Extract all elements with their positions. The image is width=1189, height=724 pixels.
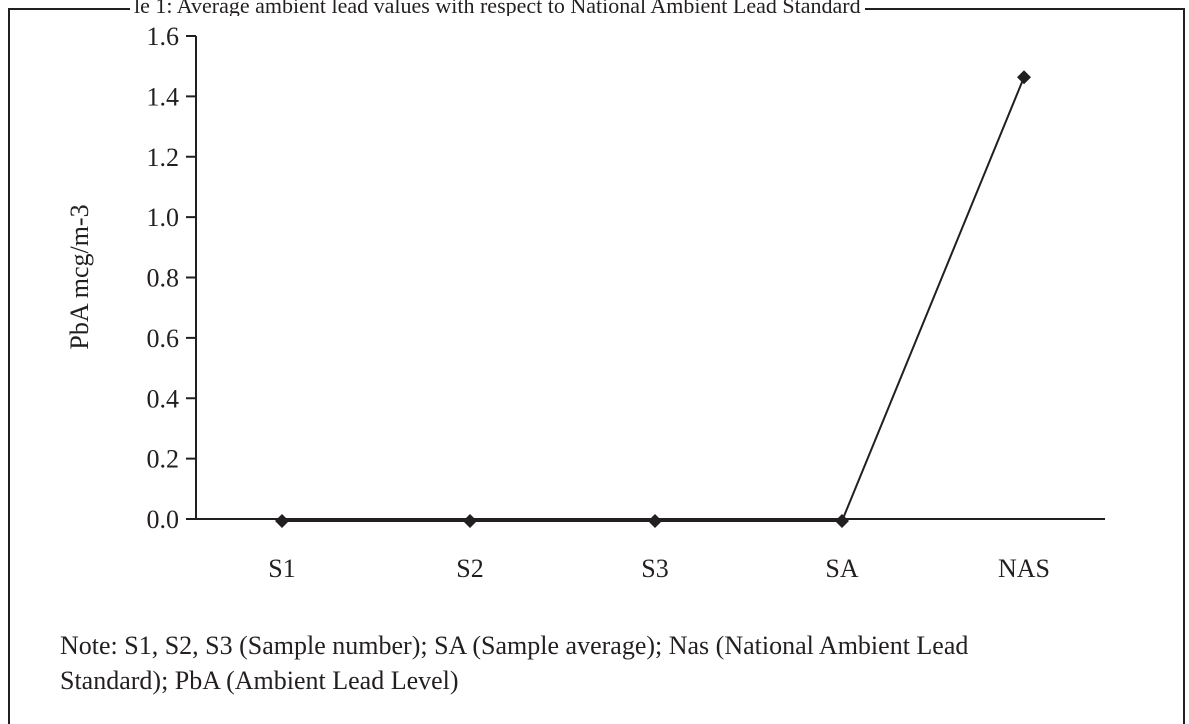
data-point-marker xyxy=(835,514,849,528)
series-path xyxy=(282,76,1025,522)
x-tick-label: S3 xyxy=(641,554,668,583)
figure-caption-fragment: le 1: Average ambient lead values with r… xyxy=(130,0,865,16)
y-tick-label: 0.8 xyxy=(147,264,180,293)
x-tick-label: S1 xyxy=(268,554,295,583)
y-tick-label: 0.2 xyxy=(147,445,180,474)
series-line xyxy=(275,70,1031,528)
y-tick-label: 1.6 xyxy=(147,22,180,51)
y-axis: 0.0 0.2 0.4 0.6 0.8 1.0 1.2 1.4 1.6 xyxy=(147,22,197,534)
y-tick-label: 1.0 xyxy=(147,203,180,232)
x-tick-label: NAS xyxy=(998,554,1050,583)
note-line-1: Note: S1, S2, S3 (Sample number); SA (Sa… xyxy=(60,631,969,660)
y-tick-label: 0.6 xyxy=(147,324,180,353)
figure-note: Note: S1, S2, S3 (Sample number); SA (Sa… xyxy=(60,628,1180,698)
y-tick-label: 1.2 xyxy=(147,143,180,172)
y-tick-label: 0.0 xyxy=(147,505,180,534)
data-point-marker xyxy=(1017,70,1031,85)
note-line-2: Standard); PbA (Ambient Lead Level) xyxy=(60,666,459,695)
data-point-marker xyxy=(463,514,477,528)
x-tick-label: S2 xyxy=(456,554,483,583)
x-tick-label: SA xyxy=(825,554,858,583)
x-axis: S1 S2 S3 SA NAS xyxy=(196,518,1105,583)
data-point-marker xyxy=(275,514,289,528)
line-chart: 0.00.20.40.60.81.01.21.41.6 S1 S2 S3 SA NAS … xyxy=(65,22,1105,583)
y-axis-label: PbA mcg/m-3 xyxy=(65,204,94,349)
figure-frame: le 1: Average ambient lead values with r… xyxy=(8,0,1185,724)
y-tick-label: 0.4 xyxy=(147,384,180,413)
y-tick-label: 1.4 xyxy=(147,82,180,111)
data-point-marker xyxy=(648,514,662,528)
